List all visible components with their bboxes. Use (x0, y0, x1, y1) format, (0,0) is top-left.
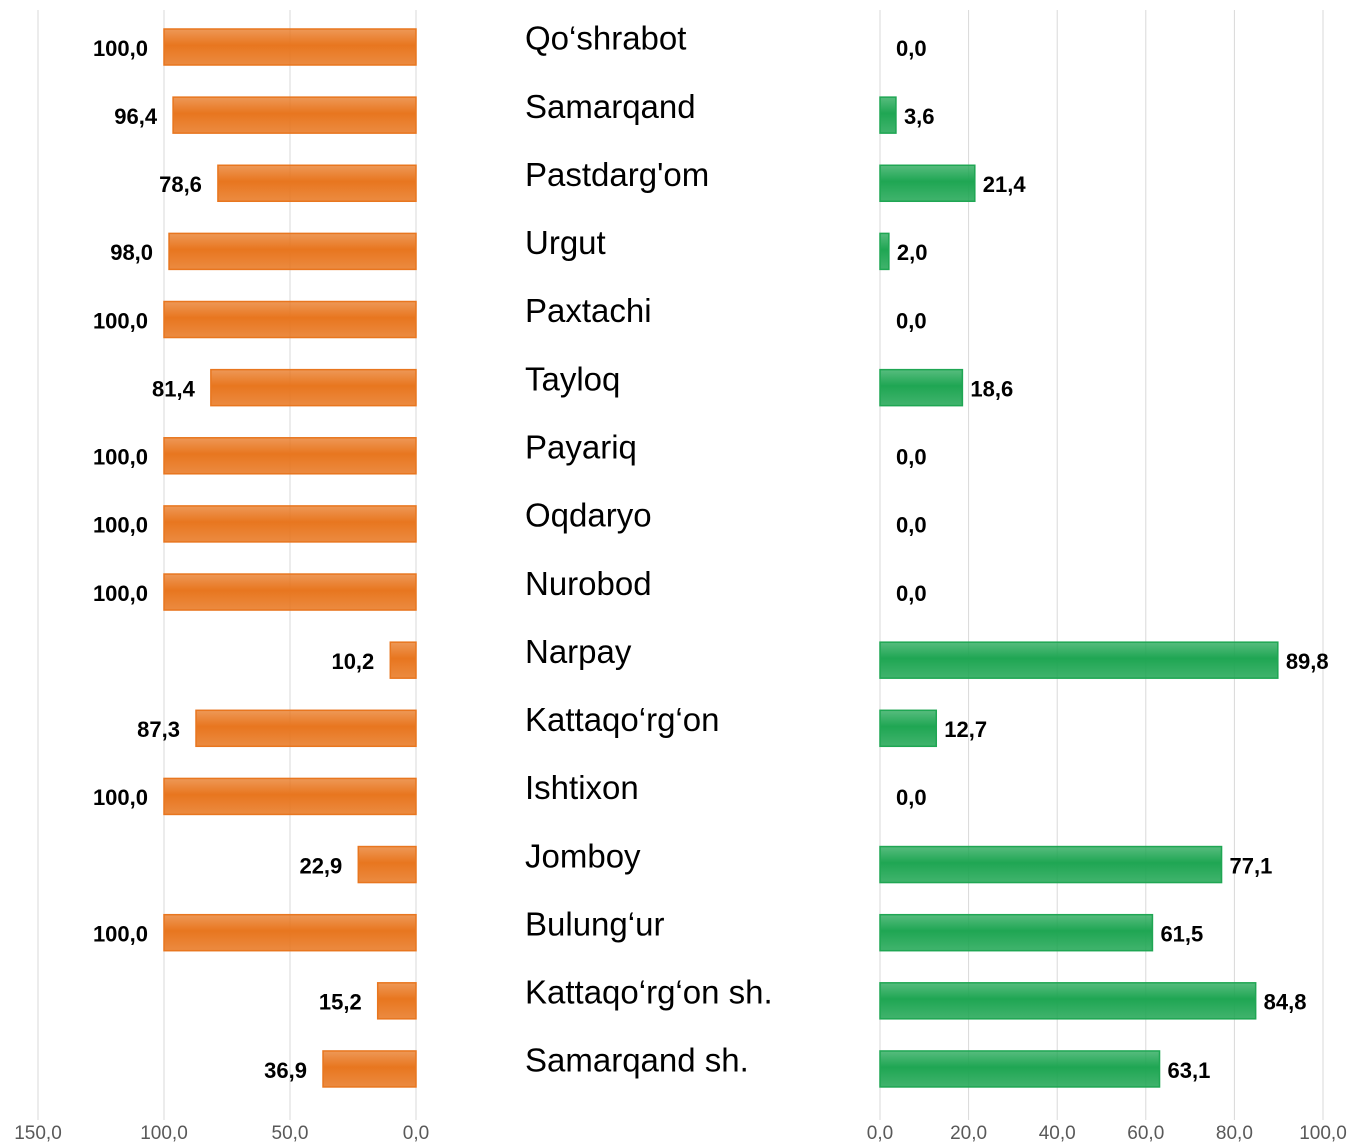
category-label: Ishtixon (525, 769, 639, 806)
category-label: Jomboy (525, 837, 641, 874)
value-label: 10,2 (331, 649, 374, 674)
value-label: 77,1 (1230, 853, 1273, 878)
bar (357, 845, 417, 884)
value-label: 100,0 (93, 36, 148, 61)
value-label: 100,0 (93, 308, 148, 333)
category-label: Bulung‘ur (525, 905, 664, 942)
value-label: 63,1 (1168, 1058, 1211, 1083)
bar (389, 641, 417, 679)
bar (163, 777, 417, 816)
x-tick-label: 80,0 (1216, 1123, 1253, 1144)
bar (163, 573, 417, 611)
bar (163, 300, 417, 339)
value-label: 36,9 (264, 1058, 307, 1083)
value-label: 87,3 (137, 717, 180, 742)
category-label: Nurobod (525, 565, 652, 602)
value-label: 0,0 (896, 36, 927, 61)
bar (879, 709, 938, 748)
bar (879, 913, 1154, 952)
x-tick-label: 20,0 (950, 1123, 987, 1144)
category-label: Payariq (525, 428, 637, 465)
bar (163, 505, 417, 543)
value-label: 3,6 (904, 104, 935, 129)
bar (879, 1050, 1161, 1088)
value-label: 12,7 (944, 717, 987, 742)
category-label: Qo‘shrabot (525, 20, 686, 57)
category-label: Samarqand sh. (525, 1042, 749, 1079)
value-label: 0,0 (896, 785, 927, 810)
value-label: 0,0 (896, 513, 927, 538)
value-label: 18,6 (970, 376, 1013, 401)
value-label: 78,6 (159, 172, 202, 197)
value-label: 100,0 (93, 445, 148, 470)
category-label: Urgut (525, 224, 606, 261)
value-label: 89,8 (1286, 649, 1329, 674)
category-label: Kattaqo‘rg‘on sh. (525, 974, 773, 1011)
value-label: 0,0 (896, 445, 927, 470)
x-tick-label: 150,0 (14, 1123, 62, 1144)
bar (172, 96, 417, 134)
x-tick-label: 0,0 (867, 1123, 893, 1144)
category-label: Kattaqo‘rg‘on (525, 701, 719, 738)
value-label: 21,4 (983, 172, 1027, 197)
x-tick-label: 60,0 (1127, 1123, 1164, 1144)
x-tick-label: 50,0 (272, 1123, 309, 1144)
bar (879, 232, 890, 271)
x-tick-label: 100,0 (1299, 1123, 1347, 1144)
category-label: Narpay (525, 633, 632, 670)
value-label: 0,0 (896, 581, 927, 606)
category-label: Pastdarg'om (525, 156, 709, 193)
bar (322, 1050, 417, 1088)
bar (879, 641, 1279, 679)
category-label: Paxtachi (525, 292, 652, 329)
bar (879, 368, 964, 407)
category-label: Oqdaryo (525, 497, 652, 534)
x-tick-label: 40,0 (1039, 1123, 1076, 1144)
bar (879, 845, 1223, 884)
value-label: 2,0 (897, 240, 928, 265)
bar (163, 28, 417, 66)
value-label: 100,0 (93, 922, 148, 947)
value-label: 84,8 (1264, 990, 1307, 1015)
category-label: Samarqand (525, 88, 696, 125)
value-label: 100,0 (93, 581, 148, 606)
bar (168, 232, 417, 271)
value-label: 61,5 (1160, 922, 1203, 947)
value-label: 81,4 (152, 376, 196, 401)
value-label: 96,4 (114, 104, 158, 129)
value-label: 0,0 (896, 308, 927, 333)
bar (879, 164, 976, 203)
bar (376, 982, 417, 1020)
value-label: 100,0 (93, 513, 148, 538)
x-tick-label: 100,0 (140, 1123, 188, 1144)
x-tick-label: 0,0 (403, 1123, 429, 1144)
bar (879, 982, 1257, 1020)
value-label: 98,0 (110, 240, 153, 265)
bar (195, 709, 417, 748)
bar (210, 368, 417, 407)
bar (217, 164, 417, 203)
value-label: 15,2 (319, 990, 362, 1015)
bar (163, 913, 417, 952)
bar (879, 96, 897, 134)
bar (163, 437, 417, 475)
value-label: 100,0 (93, 785, 148, 810)
value-label: 22,9 (299, 853, 342, 878)
category-label: Tayloq (525, 360, 620, 397)
